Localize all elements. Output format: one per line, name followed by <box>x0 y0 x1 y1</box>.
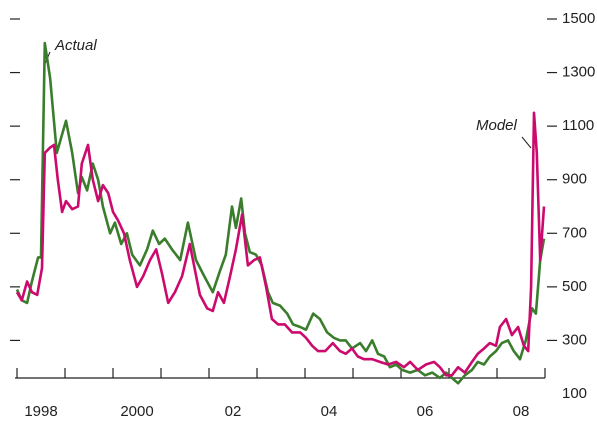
y-tick-label: 100 <box>562 385 587 402</box>
annotation: Model <box>476 117 518 134</box>
annotation-leader <box>521 136 532 149</box>
series-line <box>15 111 546 377</box>
y-tick-label: 300 <box>562 331 587 348</box>
annotation: Actual <box>54 37 97 54</box>
y-tick-label: 1500 <box>562 10 595 27</box>
x-tick-label: 02 <box>225 403 242 420</box>
y-tick-label: 1100 <box>562 117 594 134</box>
y-tick-label: 1300 <box>562 64 595 81</box>
x-tick-label: 04 <box>321 403 338 420</box>
y-tick-label: 500 <box>562 278 587 295</box>
x-tick-label: 1998 <box>24 403 57 420</box>
x-tick-label: 2000 <box>120 403 153 420</box>
y-tick-label: 900 <box>562 171 587 188</box>
series-line <box>15 41 546 385</box>
x-tick-label: 08 <box>513 403 530 420</box>
x-tick-label: 06 <box>417 403 434 420</box>
y-tick-label: 700 <box>562 224 587 241</box>
